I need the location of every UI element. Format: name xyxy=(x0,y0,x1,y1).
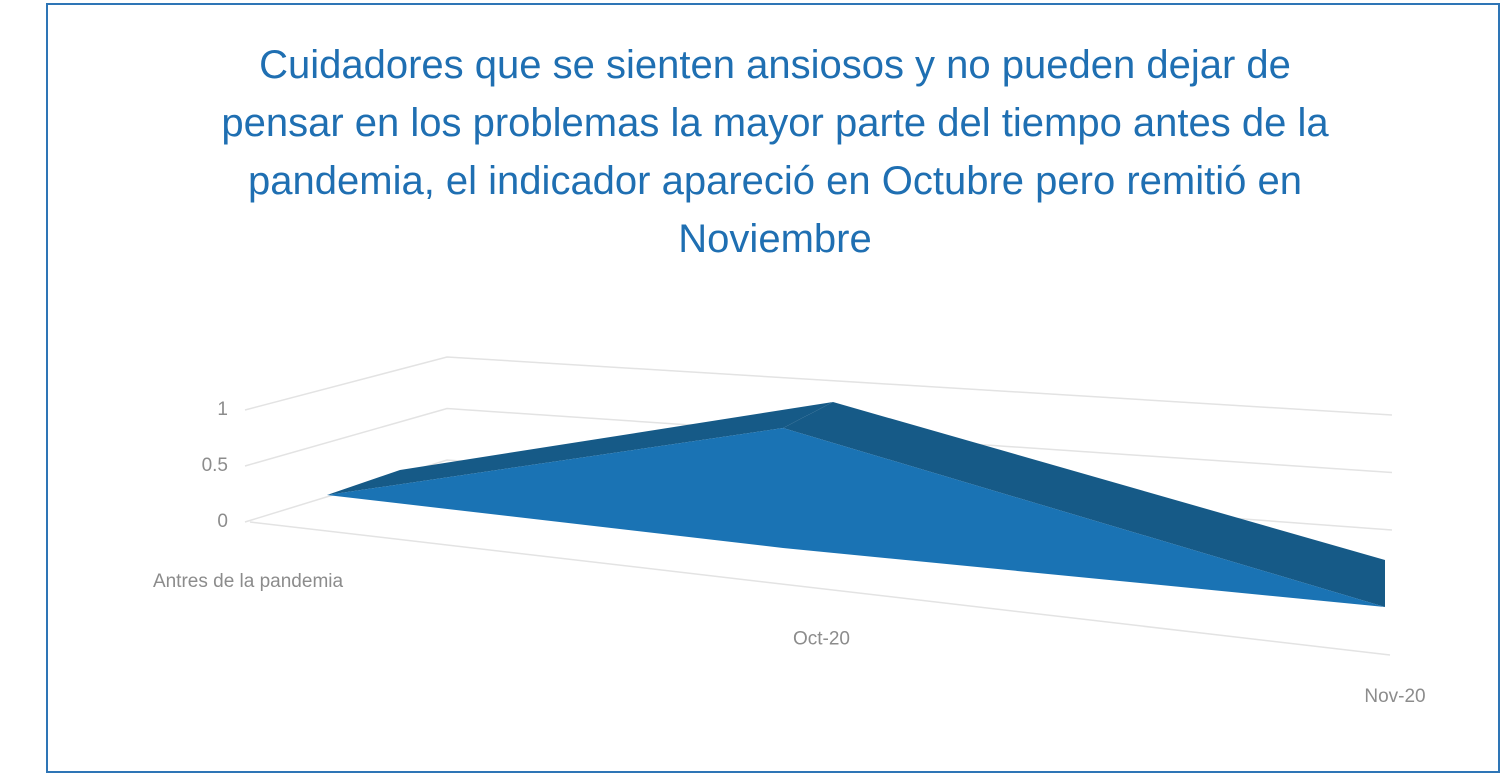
y-tick-label: 0.5 xyxy=(202,455,228,476)
grid-line xyxy=(244,407,1393,474)
y-tick-label: 1 xyxy=(217,399,228,420)
chart-title: Cuidadores que se sienten ansiosos y no … xyxy=(221,43,1329,261)
grid-line xyxy=(244,356,1393,416)
chart-frame xyxy=(46,3,1500,773)
area-top xyxy=(327,402,833,495)
x-axis-line xyxy=(249,521,1391,656)
x-tick-label: Oct-20 xyxy=(793,629,850,650)
area-top xyxy=(783,402,1385,607)
x-tick-label: Antres de la pandemia xyxy=(153,571,344,592)
y-tick-label: 0 xyxy=(217,511,228,532)
x-tick-label: Nov-20 xyxy=(1364,686,1425,707)
area xyxy=(327,428,1385,607)
